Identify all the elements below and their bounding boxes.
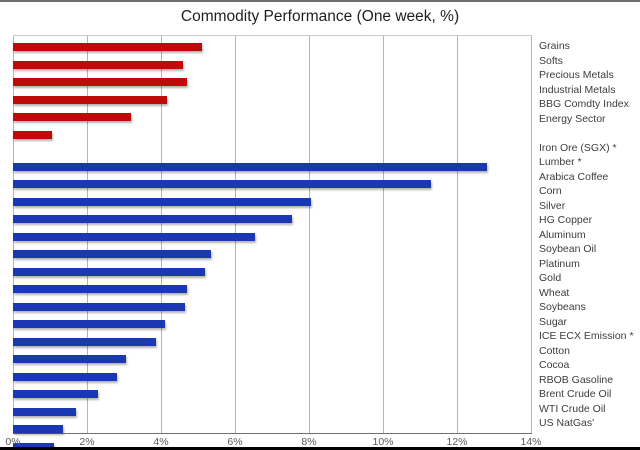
bar-row [13,113,532,128]
bar-row [13,337,532,353]
bar-row [13,355,532,370]
category-label: WTI Crude Oil [539,402,606,415]
bar-commodities [13,267,206,276]
category-label: Iron Ore (SGX) * [539,141,617,154]
category-label: Gold [539,272,562,284]
bar-rows [13,36,532,447]
category-label: Aluminum [539,228,586,241]
bar-commodities [13,162,487,171]
x-tick-label: 12% [446,436,468,448]
category-label: Cocoa [539,359,570,371]
bar-row [13,372,532,388]
category-label: HG Copper [539,214,593,226]
bar-commodities [13,302,186,311]
category-label: Wheat [539,286,570,299]
bar-commodities [13,372,117,381]
spacer-row [13,145,532,160]
bar-row [13,60,532,76]
category-label: Lumber * [539,156,582,168]
bar-row [13,162,532,178]
category-label: Cotton [539,344,570,357]
bar-commodities [13,250,211,258]
category-label: Grains [539,40,570,52]
x-tick-label: 2% [79,436,95,448]
bar-sector-indices [13,43,202,51]
bar-row [13,442,532,447]
bar-row [13,320,532,335]
bar-row [13,407,532,423]
gridline-8% [309,36,310,433]
spacer-row [539,126,639,141]
bar-row [13,267,532,283]
gridline-12% [457,36,458,433]
x-tick-label: 4% [153,436,169,448]
x-tick-label: 8% [301,436,317,448]
category-label: Sugar [539,315,568,328]
bar-commodities [13,232,256,241]
x-axis: 0% 2% 4% 6% 8% 10% 12% 14% [5,436,541,448]
bar-row [13,215,532,230]
category-label: Soybean Oil [539,243,597,255]
category-label: Arabica Coffee [539,170,609,183]
bar-row [13,95,532,111]
category-label: Energy Sector [539,112,606,125]
gridline-10% [383,36,384,433]
bar-row [13,130,532,146]
category-label: Industrial Metals [539,83,616,96]
bar-commodities [13,197,311,206]
category-label: Brent Crude Oil [539,388,612,400]
bar-sector-indices [13,78,187,86]
bar-commodities [13,337,156,346]
gridline-14% [531,36,532,433]
bar-commodities [13,355,126,363]
x-tick-label: 10% [372,436,394,448]
category-label: Corn [539,185,562,197]
bar-commodities [13,180,432,188]
bar-row [13,43,532,58]
bar-row [13,180,532,195]
bar-row [13,197,532,213]
bar-row [13,78,532,93]
bar-commodities [13,320,165,328]
category-label: BBG Comdty Index [539,98,629,110]
category-label: Softs [539,54,563,67]
bar-commodities [13,442,54,447]
category-label: Silver [539,199,566,212]
bar-row [13,232,532,248]
category-label: ICE ECX Emission * [539,330,634,342]
category-label: US NatGas' [539,417,595,429]
bar-row [13,302,532,318]
bar-row [13,390,532,405]
category-label: Platinum [539,257,580,270]
bar-commodities [13,285,187,293]
bar-sector-indices [13,60,184,69]
plot-area [13,35,532,447]
bar-sector-indices [13,113,132,121]
bar-commodities [13,425,63,433]
category-label: Precious Metals [539,69,614,81]
bar-row [13,285,532,300]
bar-commodities [13,390,99,398]
bar-sector-indices [13,95,167,104]
x-tick-label: 0% [5,436,21,448]
x-tick-label: 6% [227,436,243,448]
category-label: Soybeans [539,301,586,313]
bar-sector-indices [13,130,52,139]
chart-title: Commodity Performance (One week, %) [180,8,460,25]
category-label: RBOB Gasoline [539,373,614,386]
category-labels: Grains Softs Precious Metals Industrial Met… [539,35,639,434]
bar-row [13,425,532,440]
bar-commodities [13,407,76,416]
bar-row [13,250,532,265]
x-tick-label: 14% [520,436,542,448]
bar-commodities [13,215,293,223]
